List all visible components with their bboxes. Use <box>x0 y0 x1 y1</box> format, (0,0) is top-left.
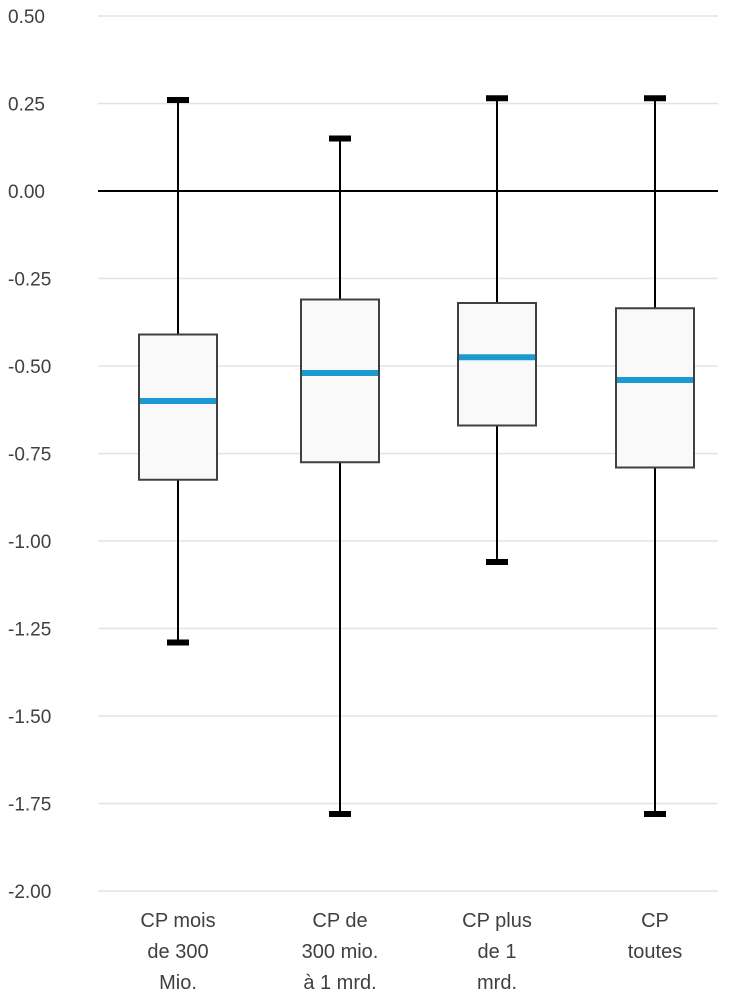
y-axis-tick-labels: 0.50 0.25 0.00 -0.25 -0.50 -0.75 -1.00 -1.25 -1.… <box>8 7 51 903</box>
x-category-label-line: de 300 <box>147 941 208 963</box>
x-category-label-line: toutes <box>628 941 682 963</box>
x-category-label-line: mrd. <box>477 972 517 994</box>
x-category-label-line: Mio. <box>159 972 197 994</box>
iqr-box <box>300 298 380 464</box>
y-tick-label: -0.75 <box>8 445 51 466</box>
x-category-label: CP plus de 1 mrd. <box>462 910 532 994</box>
x-category-label: CP de 300 mio. à 1 mrd. <box>302 910 379 994</box>
y-tick-label: -1.25 <box>8 620 51 641</box>
x-category-label-line: à 1 mrd. <box>303 972 376 994</box>
x-axis-category-labels: CP mois de 300 Mio.CP de 300 mio. à 1 mrd.CP… <box>140 910 682 994</box>
x-category-label-line: CP mois <box>140 910 215 932</box>
y-tick-label: -0.50 <box>8 357 51 378</box>
x-category-label-line: 300 mio. <box>302 941 379 963</box>
x-category-label-line: CP <box>641 910 669 932</box>
y-tick-label: 0.25 <box>8 95 45 116</box>
iqr-box <box>138 333 218 481</box>
y-tick-label: -2.00 <box>8 882 51 903</box>
y-tick-label: 0.00 <box>8 182 45 203</box>
y-tick-label: -1.75 <box>8 795 51 816</box>
box-group-1 <box>138 97 218 646</box>
x-category-label-line: CP plus <box>462 910 532 932</box>
x-category-label-line: de 1 <box>478 941 517 963</box>
box-group-3 <box>457 95 537 565</box>
y-tick-label: -1.50 <box>8 707 51 728</box>
iqr-box <box>615 307 695 469</box>
iqr-box <box>457 302 537 427</box>
box-group-4 <box>615 95 695 817</box>
box-group-2 <box>300 135 380 817</box>
y-tick-label: -1.00 <box>8 532 51 553</box>
x-category-label: CP toutes <box>628 910 682 963</box>
boxes <box>138 95 695 817</box>
x-category-label-line: CP de <box>312 910 367 932</box>
y-tick-label: -0.25 <box>8 270 51 291</box>
y-tick-label: 0.50 <box>8 7 45 28</box>
x-category-label: CP mois de 300 Mio. <box>140 910 215 994</box>
